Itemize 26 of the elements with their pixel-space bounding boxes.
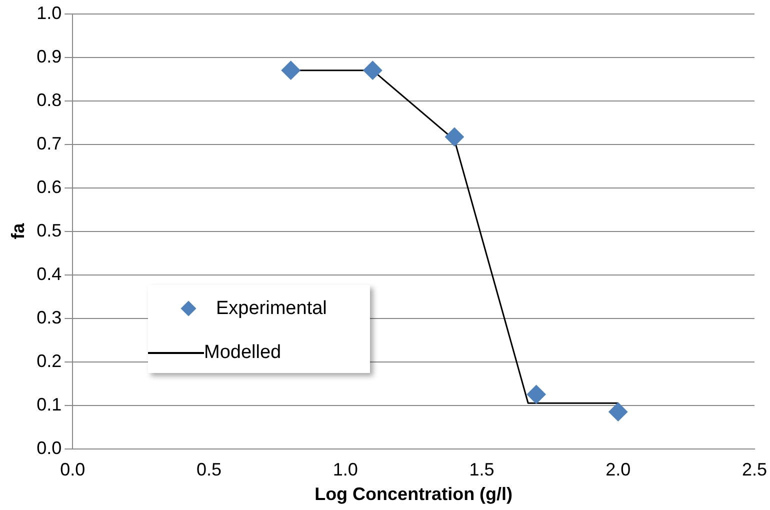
y-tick-label: 0.9 [36,46,62,66]
y-tick-label: 0.2 [36,350,62,371]
y-tick-label: 0.6 [36,176,62,197]
y-tick-label: 0.4 [36,264,62,284]
point [363,60,382,80]
x-tick-label: 0.0 [60,460,86,480]
x-tick-label: 1.5 [469,460,494,480]
point [281,60,300,80]
legend-label: Modelled [204,342,282,364]
legend-label: Experimental [216,298,327,320]
x-tick-label: 2.5 [742,460,768,480]
point [608,402,628,422]
x-tick-label: 1.0 [332,460,358,480]
y-tick-label: 0.5 [36,220,62,240]
point [444,127,464,146]
y-tick-label: 0.7 [36,133,62,154]
y-tick-label: 0.8 [36,90,62,110]
x-axis-title: Log Concentration (g/l) [314,484,513,504]
y-tick-label: 0.3 [36,307,62,328]
x-tick-label: 2.0 [606,460,631,480]
y-tick-label: 0.0 [36,438,62,458]
y-tick-label: 1.0 [36,2,62,23]
x-tick-label: 0.5 [196,460,222,480]
y-axis-title: fa [8,222,28,240]
y-tick-label: 0.1 [36,394,62,414]
point [526,384,546,404]
